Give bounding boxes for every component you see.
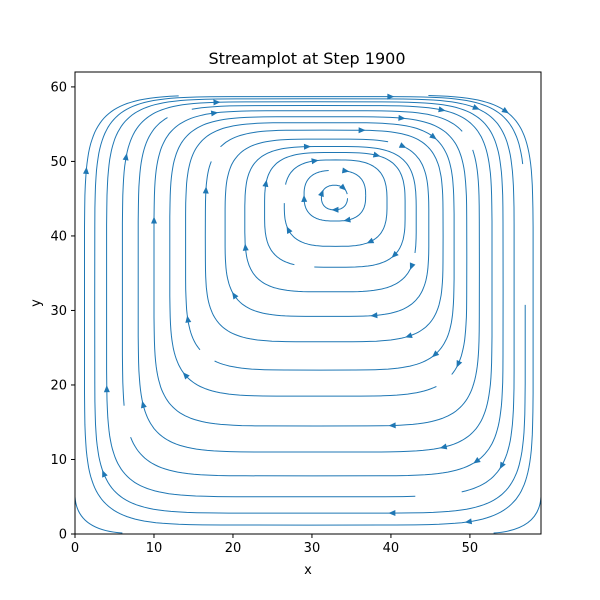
streamline-arrow: [301, 194, 308, 203]
streamline-arrow: [431, 350, 440, 358]
corner-eddy: [74, 496, 123, 534]
x-tick-label: 10: [146, 541, 163, 556]
streamline: [169, 116, 468, 397]
streamline-arrow: [122, 153, 129, 161]
y-tick-label: 30: [50, 304, 67, 319]
streamline-arrow: [102, 470, 108, 478]
y-tick-label: 50: [50, 155, 67, 170]
streamline-arrow: [429, 132, 437, 140]
streamline-arrow: [343, 216, 351, 223]
chart-title: Streamplot at Step 1900: [208, 49, 405, 68]
x-axis-ticks: 0 10 20 30 40 50: [71, 534, 478, 556]
streamline: [264, 152, 406, 268]
x-tick-label: 40: [383, 541, 400, 556]
streamline: [185, 122, 455, 371]
y-tick-label: 60: [50, 80, 67, 95]
x-tick-label: 50: [462, 541, 479, 556]
y-axis-label: y: [29, 299, 44, 307]
streamline: [137, 104, 493, 453]
corner-eddy: [493, 496, 542, 534]
streamline-arrow: [473, 457, 481, 464]
streamline-arrow: [151, 216, 158, 224]
streamline-arrow: [182, 372, 190, 380]
streamline-arrow: [438, 106, 446, 113]
streamline-arrow: [185, 315, 192, 323]
streamline: [153, 110, 480, 427]
y-tick-label: 10: [50, 453, 67, 468]
streamline-arrow: [358, 127, 366, 134]
streamline-arrow: [303, 143, 311, 150]
streamline-arrow: [103, 385, 110, 393]
streamline-arrow: [398, 142, 407, 148]
y-axis-ticks: 0 10 20 30 40 50 60: [50, 80, 75, 543]
streamline-arrow: [388, 510, 396, 517]
streamline-arrow: [202, 186, 209, 194]
streamline: [84, 95, 534, 526]
streamline: [244, 146, 417, 293]
streamline: [320, 184, 348, 211]
streamline-arrow: [210, 110, 219, 117]
streamline-arrow: [232, 292, 239, 300]
streamline-arrow: [311, 158, 319, 165]
streamline-arrow: [262, 179, 269, 188]
streamline-arrow: [242, 243, 249, 251]
streamline-arrow: [140, 400, 147, 409]
streamline-arrow: [370, 312, 378, 319]
y-tick-label: 40: [50, 229, 67, 244]
streamline: [303, 170, 367, 222]
streamline-arrow: [409, 262, 416, 270]
streamline-arrow: [318, 189, 324, 198]
streamline-arrow: [331, 206, 339, 213]
streamline-arrow: [286, 226, 293, 234]
streamline-arrow: [339, 183, 347, 191]
x-tick-label: 30: [304, 541, 321, 556]
streamline-arrow: [341, 167, 350, 174]
streamline: [94, 96, 526, 514]
streamline-arrow: [391, 250, 399, 258]
y-tick-label: 20: [50, 378, 67, 393]
x-tick-label: 0: [71, 541, 79, 556]
streamline-arrow: [213, 99, 221, 106]
streamline: [204, 129, 444, 343]
plot-area-frame: [74, 71, 542, 535]
streamline-arrow: [405, 332, 413, 339]
streamline-arrow: [464, 518, 473, 525]
streamline-arrow: [472, 104, 480, 110]
streamline-arrow: [456, 360, 463, 368]
streamline-arrow: [387, 93, 395, 100]
streamline-arrow: [366, 237, 375, 244]
streamline-arrow: [499, 461, 506, 470]
streamline-arrow: [83, 166, 89, 175]
x-tick-label: 20: [225, 541, 242, 556]
y-tick-label: 0: [59, 528, 67, 543]
streamlines-layer: [74, 93, 542, 534]
streamline-arrow: [372, 151, 381, 158]
streamline-arrow: [398, 114, 406, 121]
streamline-arrow: [501, 106, 509, 114]
streamline-arrow: [439, 443, 448, 450]
x-axis-label: x: [304, 563, 312, 578]
streamline-arrow: [388, 422, 396, 429]
